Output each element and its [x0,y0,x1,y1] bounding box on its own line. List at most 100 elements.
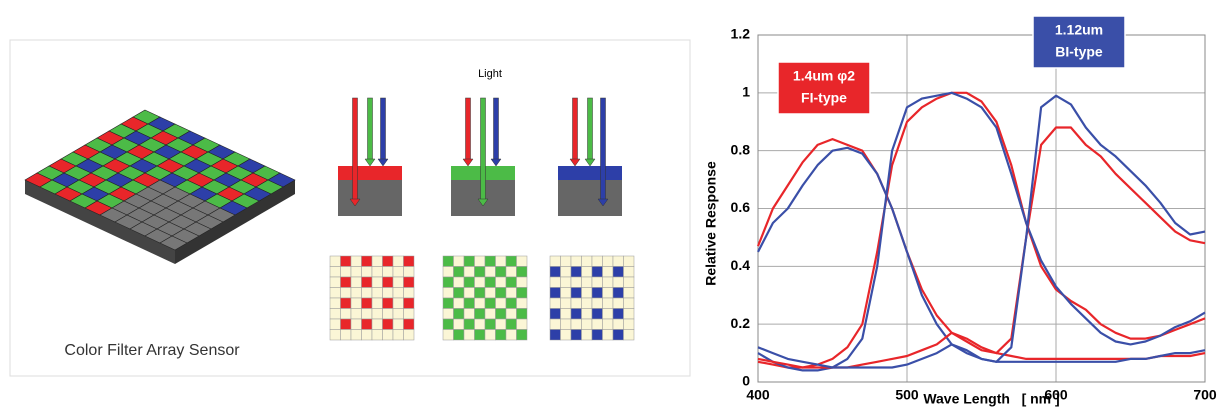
pattern-cell [341,267,352,278]
pattern-cell [517,330,528,341]
pattern-cell [496,267,507,278]
pattern-cell [485,267,496,278]
pattern-cell [624,277,635,288]
pattern-cell [454,309,465,320]
pattern-cell [443,256,454,267]
pattern-cell [485,288,496,299]
pattern-cell [351,298,362,309]
pattern-cell [404,298,415,309]
annotation-text: FI-type [801,90,847,106]
pattern-cell [351,319,362,330]
pattern-cell [383,288,394,299]
pattern-cell [506,277,517,288]
pattern-cell [341,309,352,320]
pattern-cell [592,298,603,309]
pattern-cell [571,288,582,299]
pattern-cell [624,309,635,320]
pattern-cell [464,319,475,330]
pattern-cell [383,319,394,330]
pattern-cell [582,267,593,278]
substrate [558,180,622,216]
pattern-cell [603,330,614,341]
pattern-cell [582,256,593,267]
x-tick-label: 400 [746,387,770,403]
pattern-cell [592,319,603,330]
pattern-cell [443,277,454,288]
pattern-cell [464,267,475,278]
pattern-cell [506,319,517,330]
x-tick-label: 700 [1193,387,1217,403]
pattern-cell [592,288,603,299]
pattern-cell [404,330,415,341]
pattern-cell [475,277,486,288]
pattern-cell [372,330,383,341]
pattern-cell [475,319,486,330]
pattern-cell [485,298,496,309]
pattern-cell [454,277,465,288]
pattern-cell [550,288,561,299]
pattern-cell [362,319,373,330]
series-line [758,93,1205,371]
pattern-cell [475,256,486,267]
pattern-cell [372,288,383,299]
pattern-cell [517,267,528,278]
pattern-cell [372,298,383,309]
pattern-cell [592,277,603,288]
pattern-cell [561,267,572,278]
pattern-cell [613,309,624,320]
pattern-cell [383,298,394,309]
pattern-cell [464,277,475,288]
pattern-cell [404,319,415,330]
pattern-cell [443,298,454,309]
pattern-cell [613,330,624,341]
pattern-cell [464,288,475,299]
substrate [338,180,402,216]
pattern-cell [362,298,373,309]
pattern-cell [582,319,593,330]
pattern-cell [603,277,614,288]
pattern-cell [330,298,341,309]
pattern-cell [571,330,582,341]
pattern-cell [582,298,593,309]
pattern-cell [613,319,624,330]
pattern-cell [341,277,352,288]
pattern-cell [383,277,394,288]
pattern-cell [330,267,341,278]
pattern-cell [603,309,614,320]
pattern-cell [475,267,486,278]
pattern-cell [624,298,635,309]
series-line [758,148,1205,362]
pattern-cell [330,319,341,330]
pattern-cell [393,298,404,309]
page: Light Color Filter Array Sensor 00.20.40… [0,0,1221,409]
pattern-cell [496,319,507,330]
pattern-cell [393,309,404,320]
pattern-cell [485,277,496,288]
pattern-cell [571,319,582,330]
chart: 00.20.40.60.811.2400500600700Wave Length… [703,16,1217,407]
pattern-cell [550,267,561,278]
pattern-cell [341,298,352,309]
pattern-cell [464,330,475,341]
filter [338,166,402,180]
pattern-cell [613,267,624,278]
light-arrow-head [491,159,501,166]
x-axis-label: Wave Length [ nm ] [923,391,1059,407]
y-tick-label: 0.6 [731,199,751,215]
y-tick-label: 0.4 [731,257,751,273]
pattern-cell [582,277,593,288]
y-tick-label: 1 [742,84,750,100]
pattern-cell [603,298,614,309]
pattern-cell [582,288,593,299]
pattern-cell [561,277,572,288]
cfa-diagram [25,98,634,340]
pattern-cell [351,309,362,320]
pattern-cell [372,309,383,320]
pattern-cell [624,256,635,267]
pattern-cell [454,267,465,278]
pattern-cell [517,288,528,299]
pattern-cell [517,298,528,309]
pattern-cell [582,330,593,341]
pattern-cell [485,330,496,341]
pattern-cell [603,319,614,330]
